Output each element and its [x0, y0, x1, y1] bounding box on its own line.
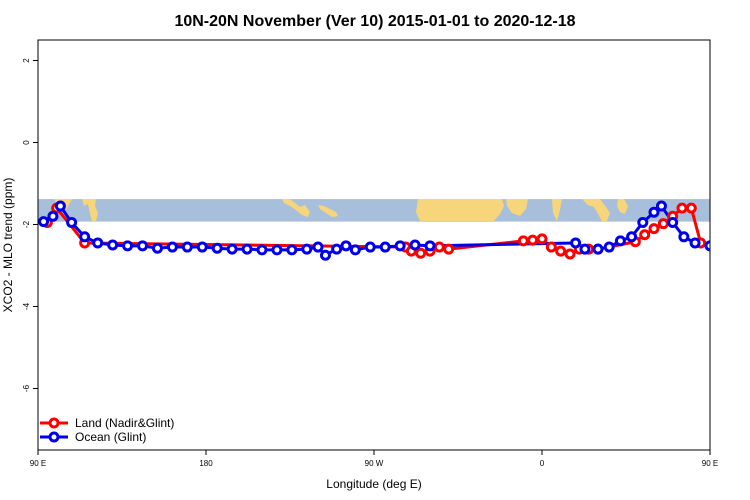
data-point-ocean	[241, 243, 253, 255]
data-point-ocean	[424, 240, 436, 252]
x-tick-label: 0	[540, 459, 545, 468]
map-land-philippines	[617, 199, 628, 214]
map-land-caribbean	[318, 205, 338, 217]
data-point-ocean	[166, 241, 178, 253]
data-point-ocean	[736, 243, 744, 251]
x-axis-label: Longitude (deg E)	[326, 477, 421, 491]
data-point-ocean	[655, 200, 667, 212]
y-axis-label: XCO2 - MLO trend (ppm)	[1, 178, 15, 313]
data-point-ocean	[256, 244, 268, 256]
data-point-land	[639, 229, 651, 241]
x-tick-label: 180	[199, 459, 213, 468]
y-tick-label: -2	[22, 220, 31, 228]
data-point-ocean	[626, 231, 638, 243]
map-land-mexico	[282, 199, 310, 217]
map-land-asia	[38, 199, 98, 221]
x-tick-label: 90 W	[365, 459, 384, 468]
map-band	[38, 199, 710, 222]
data-point-ocean	[648, 206, 660, 218]
data-point-ocean	[349, 244, 361, 256]
chart-title: 10N-20N November (Ver 10) 2015-01-01 to …	[174, 13, 575, 30]
data-point-ocean	[689, 237, 701, 249]
map-land-arabia	[506, 199, 528, 216]
data-point-ocean	[151, 242, 163, 254]
data-point-land	[685, 202, 697, 214]
data-point-land	[443, 243, 455, 255]
data-point-land	[676, 202, 688, 214]
y-tick-label: -6	[22, 384, 31, 392]
legend-marker-land	[48, 417, 60, 429]
map-land-africa	[416, 199, 504, 221]
x-axis: 90 E 180 90 W 0 90 E	[30, 450, 718, 468]
y-tick-label: -4	[22, 302, 31, 310]
data-point-ocean	[107, 239, 119, 251]
data-point-ocean	[394, 240, 406, 252]
data-point-ocean	[301, 243, 313, 255]
legend-marker-ocean	[48, 431, 60, 443]
data-point-ocean	[137, 240, 149, 252]
data-point-ocean	[196, 241, 208, 253]
data-point-ocean	[312, 241, 324, 253]
data-point-ocean	[592, 243, 604, 255]
data-point-ocean	[570, 237, 582, 249]
y-tick-label: 0	[22, 140, 31, 145]
legend: Land (Nadir&Glint) Ocean (Glint)	[40, 416, 174, 444]
data-point-land	[415, 247, 427, 259]
data-point-ocean	[364, 241, 376, 253]
data-point-ocean	[667, 216, 679, 228]
data-point-ocean	[66, 216, 78, 228]
data-point-land	[648, 223, 660, 235]
data-point-land	[545, 241, 557, 253]
data-point-ocean	[122, 240, 134, 252]
data-point-ocean	[379, 241, 391, 253]
data-point-ocean	[614, 235, 626, 247]
data-point-ocean	[319, 249, 331, 261]
data-point-ocean	[79, 231, 91, 243]
x-tick-label: 90 E	[30, 459, 46, 468]
data-point-ocean	[637, 216, 649, 228]
data-point-land	[564, 248, 576, 260]
data-point-land	[536, 233, 548, 245]
x-tick-label: 90 E	[702, 459, 718, 468]
data-point-land	[555, 245, 567, 257]
data-point-land	[433, 241, 445, 253]
data-point-ocean	[409, 239, 421, 251]
data-point-ocean	[181, 241, 193, 253]
map-ocean-band	[38, 199, 710, 222]
y-axis: 2 0 -2 -4 -6	[22, 58, 38, 392]
series-points	[38, 200, 744, 261]
data-point-ocean	[721, 242, 729, 250]
data-point-land	[657, 218, 669, 230]
data-point-ocean	[38, 216, 50, 228]
data-point-ocean	[92, 237, 104, 249]
data-point-ocean	[286, 244, 298, 256]
data-point-ocean	[211, 242, 223, 254]
legend-label-land: Land (Nadir&Glint)	[75, 416, 174, 430]
data-point-ocean	[226, 243, 238, 255]
data-point-ocean	[603, 241, 615, 253]
data-point-ocean	[54, 200, 66, 212]
data-point-ocean	[331, 243, 343, 255]
data-point-ocean	[704, 240, 710, 252]
data-point-land	[517, 235, 529, 247]
y-tick-label: 2	[22, 58, 31, 63]
data-point-ocean	[47, 210, 59, 222]
data-point-land	[527, 234, 539, 246]
data-point-ocean	[678, 231, 690, 243]
data-point-ocean	[579, 243, 591, 255]
data-point-ocean	[271, 244, 283, 256]
map-land-southeast-asia	[582, 199, 610, 221]
data-point-ocean	[340, 240, 352, 252]
legend-label-ocean: Ocean (Glint)	[75, 430, 146, 444]
map-land-india	[552, 199, 562, 221]
